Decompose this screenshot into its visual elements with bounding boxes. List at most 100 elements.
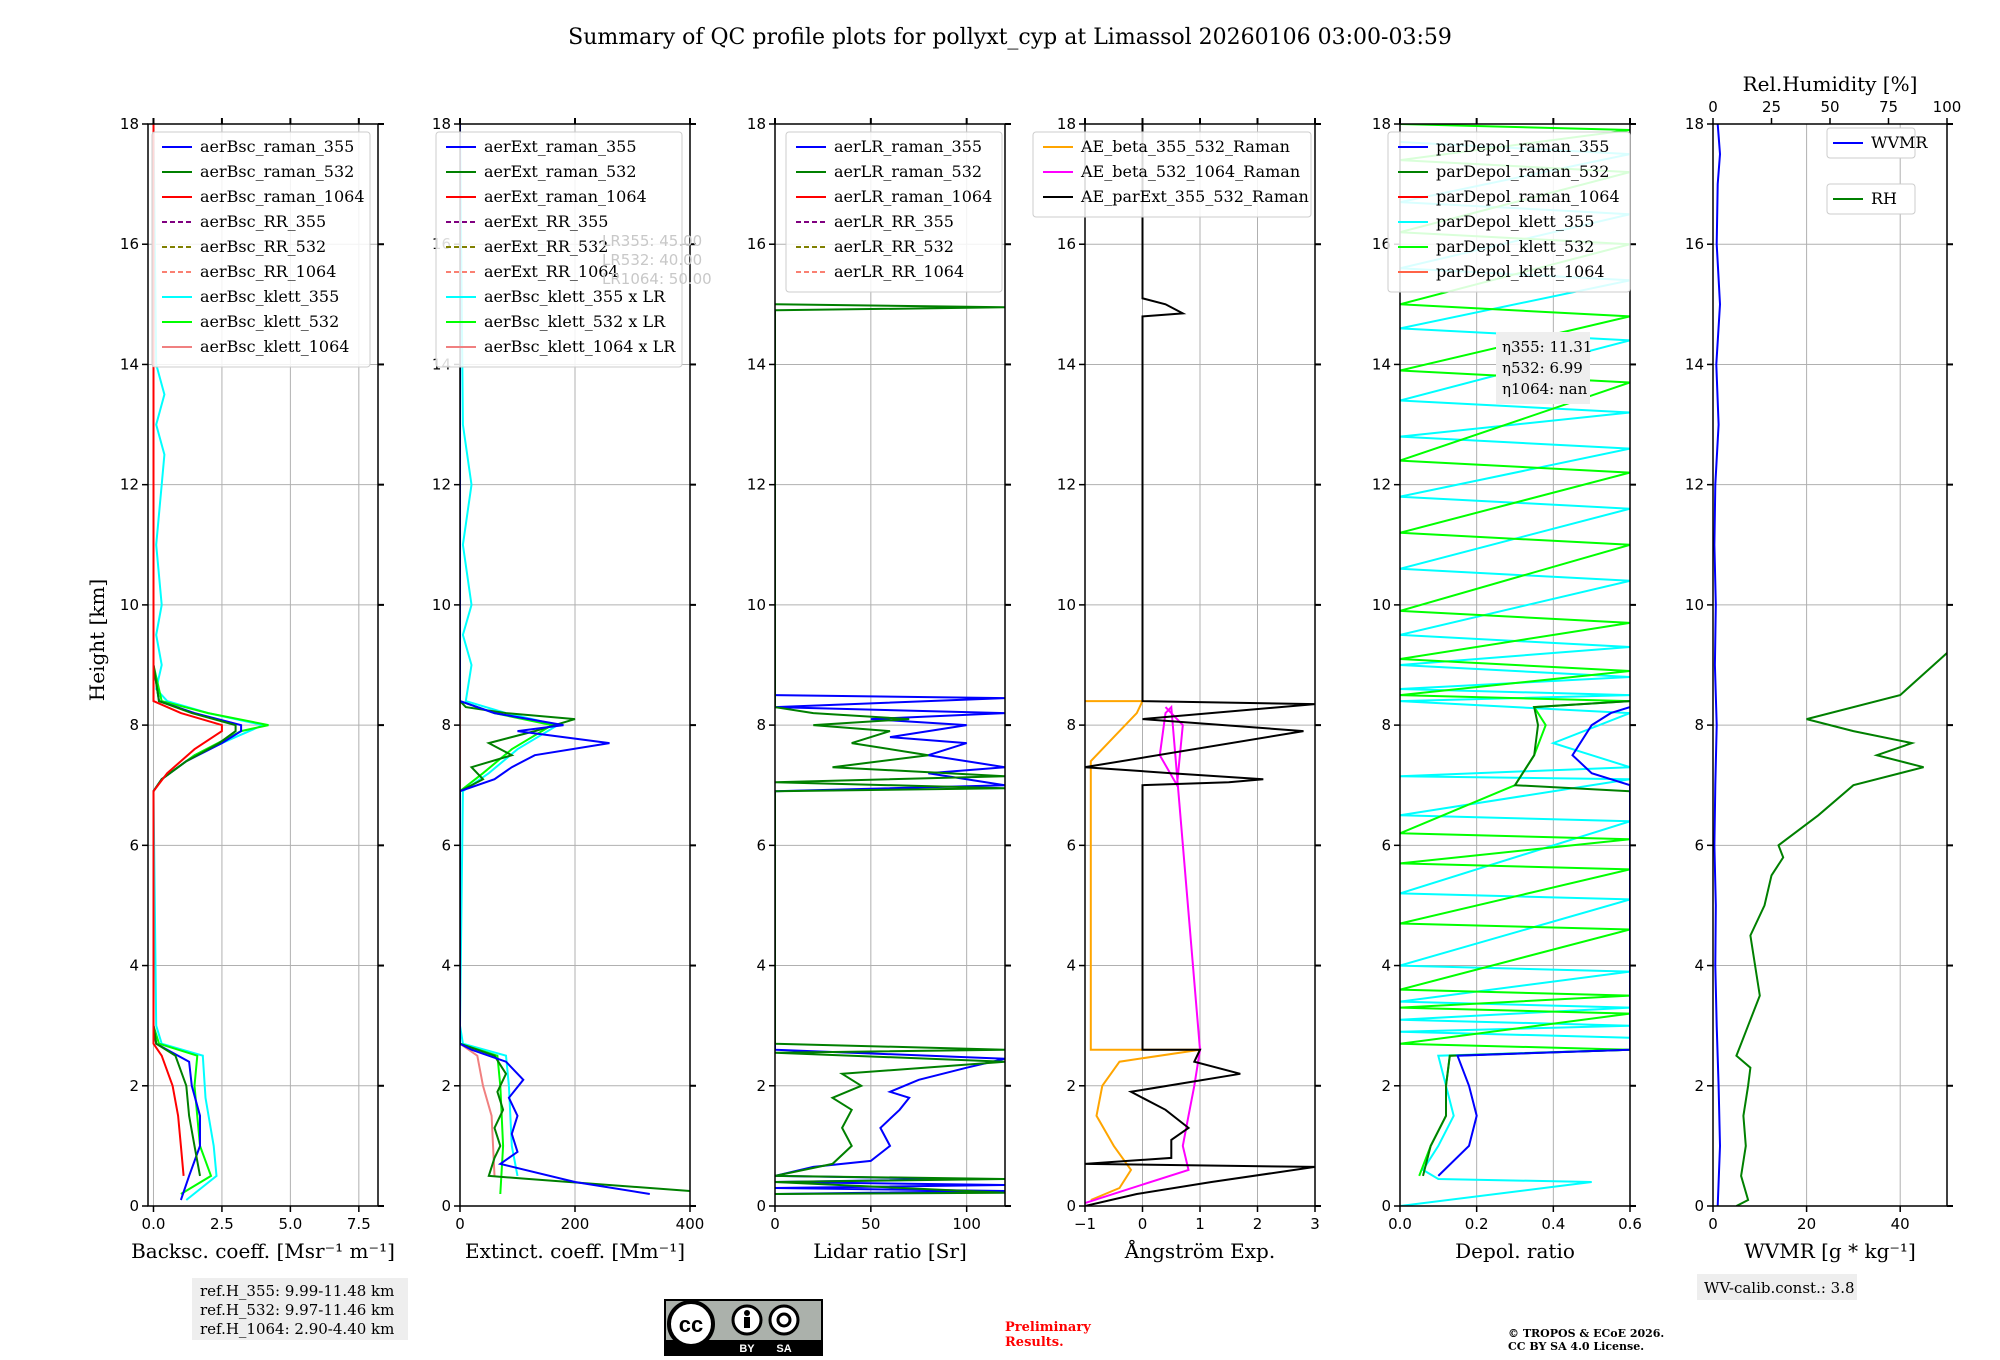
legend-label: aerBsc_klett_1064 (200, 337, 349, 356)
y-tick-label: 10 (1057, 596, 1076, 614)
legend-label: aerBsc_klett_532 x LR (484, 312, 666, 331)
copyright-line-1: © TROPOS & ECoE 2026. (1508, 1327, 1664, 1340)
x-tick-label: 1 (1195, 1215, 1205, 1233)
by-label: BY (739, 1343, 755, 1355)
y-tick-label: 4 (441, 957, 451, 975)
copyright-line-2: CC BY SA 4.0 License. (1508, 1340, 1644, 1353)
y-tick-label: 14 (120, 355, 139, 373)
cc-logo-text: cc (679, 1312, 703, 1337)
y-tick-label: 2 (1694, 1077, 1704, 1095)
y-tick-label: 4 (1381, 957, 1391, 975)
legend-box (1387, 131, 1631, 293)
top-tick-label: 0 (1708, 98, 1718, 116)
series-aerBsc_raman_1064 (152, 124, 223, 1176)
y-tick-label: 0 (1694, 1197, 1704, 1215)
x-tick-label: 50 (861, 1215, 880, 1233)
wv-calib-box: WV-calib.const.: 3.8 (1697, 1274, 1857, 1300)
y-tick-label: 12 (1372, 476, 1391, 494)
y-tick-label: 18 (432, 115, 451, 133)
legend-label: aerExt_raman_1064 (484, 187, 647, 206)
y-tick-label: 4 (129, 957, 139, 975)
x-tick-label: 7.5 (347, 1215, 371, 1233)
top-tick-label: 50 (1820, 98, 1839, 116)
legend-label: parDepol_klett_355 (1436, 212, 1594, 231)
legend-label: aerLR_raman_1064 (834, 187, 992, 206)
legend-box (785, 131, 1003, 293)
legend-box (435, 131, 683, 368)
legend-label: aerExt_RR_532 (484, 237, 608, 256)
axes-frame (774, 123, 1006, 1207)
legend-label: AE_parExt_355_532_Raman (1080, 187, 1309, 206)
x-axis-label: Extinct. coeff. [Mm⁻¹] (465, 1239, 685, 1263)
x-axis-label: Depol. ratio (1455, 1239, 1575, 1263)
preliminary-line-2: Results. (1005, 1335, 1064, 1350)
legend-label: aerBsc_RR_532 (200, 237, 326, 256)
cc-by-sa-license-badge: cc BY SA (664, 1299, 823, 1356)
legend-label: AE_beta_355_532_Raman (1080, 137, 1290, 156)
ref-height-355: ref.H_355: 9.99-11.48 km (200, 1282, 394, 1300)
eta-value: η532: 6.99 (1502, 359, 1583, 377)
x-tick-label: 0.0 (142, 1215, 166, 1233)
x-tick-label: 0 (770, 1215, 780, 1233)
legend-label: aerBsc_klett_355 (200, 287, 339, 306)
preliminary-line-1: Preliminary (1005, 1320, 1091, 1335)
y-tick-label: 14 (1685, 355, 1704, 373)
legend-label: aerBsc_klett_355 x LR (484, 287, 666, 306)
series-parDepol_raman_532 (1422, 700, 1630, 1177)
sa-share-icon (768, 1304, 800, 1336)
x-tick-label: 0 (1138, 1215, 1148, 1233)
figure-title: Summary of QC profile plots for pollyxt_… (568, 25, 1452, 50)
lr-note: LR1064: 50.00 (602, 270, 712, 288)
legend-label: aerExt_raman_532 (484, 162, 637, 181)
series-parDepol_raman_355 (1437, 706, 1630, 1177)
lr-note: LR532: 40.00 (602, 251, 702, 269)
y-tick-label: 18 (120, 115, 139, 133)
top-tick-label: 75 (1879, 98, 1898, 116)
legend-label: parDepol_raman_532 (1436, 162, 1609, 181)
axes-frame (147, 123, 379, 1207)
panel-backscatter: 0 2 4 6 8 10 12 14 16 18 0.0 2.5 5.0 7.5 Backsc. coeff… (120, 115, 395, 1263)
y-tick-label: 14 (1057, 355, 1076, 373)
y-tick-label: 2 (441, 1077, 451, 1095)
top-axis-label: Rel.Humidity [%] (1743, 72, 1918, 96)
legend-label: aerLR_raman_532 (834, 162, 982, 181)
y-tick-label: 12 (1685, 476, 1704, 494)
x-tick-label: 0 (1708, 1215, 1718, 1233)
y-tick-label: 6 (129, 836, 139, 854)
y-tick-label: 2 (1066, 1077, 1076, 1095)
axes-frame (1712, 123, 1948, 1207)
top-tick-label: 100 (1933, 98, 1962, 116)
x-axis-label: Ångström Exp. (1124, 1238, 1275, 1263)
y-tick-label: 4 (1694, 957, 1704, 975)
x-tick-label: 20 (1797, 1215, 1816, 1233)
legend-label: aerExt_raman_355 (484, 137, 637, 156)
y-tick-label: 10 (1685, 596, 1704, 614)
legend-box (1826, 183, 1916, 215)
y-tick-label: 6 (1066, 836, 1076, 854)
legend-label: aerLR_RR_355 (834, 212, 954, 231)
wv-calib-text: WV-calib.const.: 3.8 (1704, 1279, 1855, 1297)
y-tick-label: 0 (441, 1197, 451, 1215)
x-axis-label: WVMR [g * kg⁻¹] (1744, 1239, 1916, 1263)
series-aerBsc_klett_1064 x LR (460, 124, 496, 1176)
y-tick-label: 2 (756, 1077, 766, 1095)
x-tick-label: 5.0 (278, 1215, 302, 1233)
y-tick-label: 0 (756, 1197, 766, 1215)
x-tick-label: 0.6 (1618, 1215, 1642, 1233)
y-tick-label: 0 (129, 1197, 139, 1215)
axes-frame (1399, 123, 1631, 1207)
y-tick-label: 10 (747, 596, 766, 614)
eta-value: η1064: nan (1502, 380, 1588, 398)
legend-box (1032, 131, 1312, 218)
sa-label: SA (776, 1343, 791, 1355)
y-tick-label: 2 (1381, 1077, 1391, 1095)
series-WVMR (1713, 124, 1722, 1206)
legend-box (1826, 127, 1916, 159)
y-tick-label: 16 (1372, 235, 1391, 253)
y-tick-label: 10 (432, 596, 451, 614)
y-tick-label: 6 (1381, 836, 1391, 854)
y-tick-label: 14 (1372, 355, 1391, 373)
y-tick-label: 6 (441, 836, 451, 854)
y-tick-label: 0 (1066, 1197, 1076, 1215)
y-tick-label: 18 (1372, 115, 1391, 133)
